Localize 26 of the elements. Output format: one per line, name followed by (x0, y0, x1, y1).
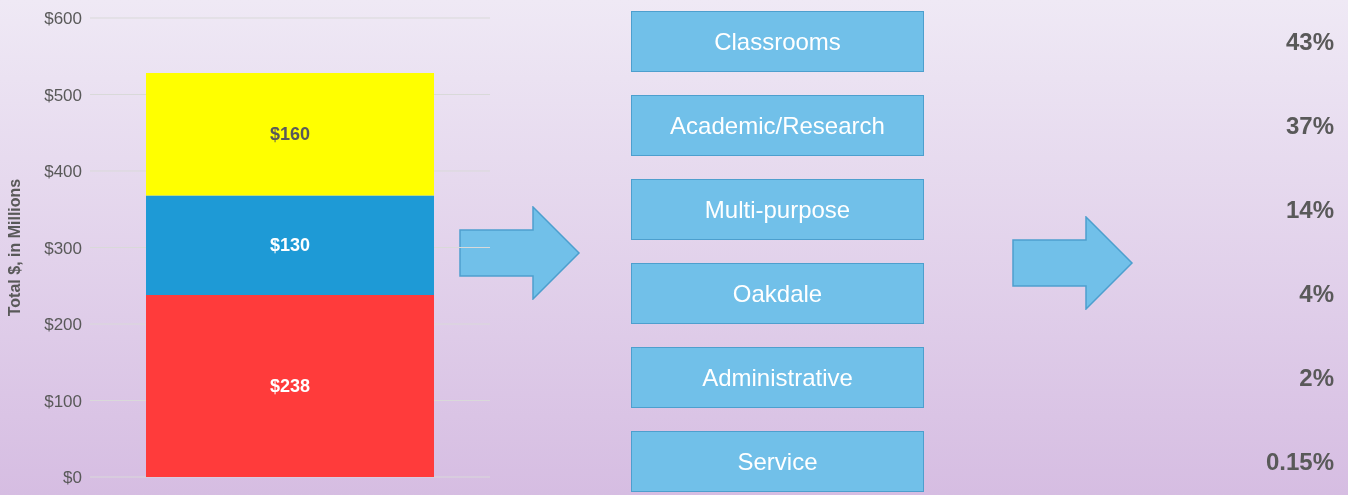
category-label: Multi-purpose (704, 195, 851, 224)
y-tick-label: $200 (44, 315, 82, 335)
category-label: Oakdale (732, 279, 823, 308)
data-label: $238 (269, 375, 311, 396)
text: 43% (1285, 27, 1334, 55)
y-tick-label: $400 (44, 162, 82, 182)
data-label: $160 (269, 124, 311, 145)
data-label: $130 (269, 235, 311, 256)
category-label: Administrative (702, 363, 853, 392)
bar (146, 195, 434, 295)
category-label: Classrooms (714, 27, 841, 56)
text: 0.15% (1265, 447, 1334, 475)
text: 37% (1285, 111, 1334, 139)
y-tick-label: $300 (44, 238, 82, 258)
y-tick-label: $500 (44, 85, 82, 105)
y-tick-label: $100 (44, 391, 82, 411)
bar (146, 73, 434, 196)
text: 4% (1299, 279, 1334, 307)
y-tick-label: $0 (63, 468, 82, 488)
bar (146, 294, 434, 477)
category-label: Service (737, 447, 818, 476)
category-label: Academic/Research (670, 111, 885, 140)
y-tick-label: $600 (44, 9, 82, 29)
text: 14% (1285, 195, 1334, 223)
text: 2% (1299, 363, 1334, 391)
y-axis-title: Total $, in Millions (5, 178, 23, 317)
